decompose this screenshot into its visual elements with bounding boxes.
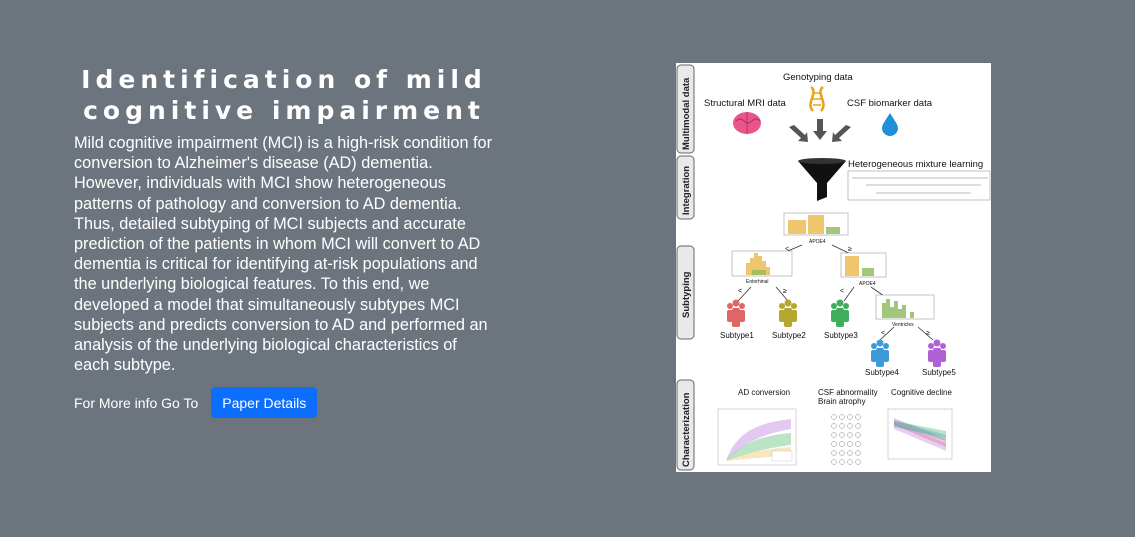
- funnel-icon: [798, 158, 846, 201]
- entorhinal-axis-label: Entorhinal: [746, 279, 769, 285]
- split-lt-2: <: [738, 288, 742, 295]
- overview-figure: Multimodal data Integration Subtyping Ch…: [676, 63, 991, 472]
- title-line-2: cognitive impairment: [83, 96, 485, 125]
- hml-label: Heterogeneous mixture learning: [848, 159, 983, 170]
- equation-box: [847, 170, 991, 201]
- tab-subtyping: Subtyping: [681, 271, 692, 318]
- root-axis-label: APOE4: [809, 239, 826, 245]
- mri-label: Structural MRI data: [704, 98, 787, 109]
- csf-label: CSF biomarker data: [847, 98, 933, 109]
- subtype1-label: Subtype1: [720, 331, 754, 340]
- ad-conversion-label: AD conversion: [738, 388, 790, 397]
- page-title: Identification of mild cognitive impairm…: [74, 64, 494, 126]
- subtype3-people-icon: [831, 299, 849, 327]
- droplet-icon: [882, 113, 898, 136]
- dna-icon: [809, 86, 825, 112]
- brain-atrophy-label: Brain atrophy: [818, 397, 866, 406]
- cognitive-decline-plot: [887, 408, 953, 460]
- split-lt-4: <: [881, 330, 885, 337]
- csf-dot-matrix: [831, 414, 861, 465]
- tab-characterization: Characterization: [681, 392, 692, 467]
- merge-arrows: [789, 119, 851, 142]
- section-tabs: Multimodal data Integration Subtyping Ch…: [676, 64, 695, 471]
- split-ge-1: ≥: [848, 246, 852, 253]
- subtype1-people-icon: [727, 299, 745, 327]
- ventricles-histogram: Ventricles: [875, 294, 935, 328]
- subtype3-label: Subtype3: [824, 331, 858, 340]
- hero-text: Identification of mild cognitive impairm…: [74, 64, 494, 419]
- more-info-label: For More info Go To: [74, 394, 199, 411]
- split-lt-1: <: [785, 246, 789, 253]
- apoe4-histogram: APOE4: [840, 252, 887, 287]
- root-histogram: APOE4: [783, 212, 849, 245]
- genotyping-label: Genotyping data: [783, 72, 853, 83]
- split-lt-3: <: [840, 288, 844, 295]
- split-ge-2: ≥: [783, 288, 787, 295]
- cognitive-decline-label: Cognitive decline: [891, 388, 952, 397]
- csf-abnormality-label: CSF abnormality: [818, 388, 878, 397]
- more-info-row: For More info Go To Paper Details: [74, 387, 494, 419]
- subtype2-label: Subtype2: [772, 331, 806, 340]
- ad-conversion-plot: [717, 408, 797, 466]
- apoe4-axis-label: APOE4: [859, 281, 876, 287]
- tab-multimodal: Multimodal data: [681, 77, 692, 150]
- title-line-1: Identification of mild: [81, 65, 487, 94]
- tab-integration: Integration: [681, 166, 692, 215]
- split-ge-4: ≥: [926, 330, 930, 337]
- subtype5-label: Subtype5: [922, 368, 956, 377]
- entorhinal-histogram: Entorhinal: [731, 250, 793, 285]
- brain-icon: [733, 112, 761, 134]
- ventricles-axis-label: Ventricles: [892, 322, 914, 328]
- subtype2-people-icon: [779, 299, 797, 327]
- subtype4-people-icon: [871, 339, 889, 367]
- paper-details-button[interactable]: Paper Details: [211, 387, 318, 419]
- decision-tree: APOE4 < ≥ Entorhinal APOE4 < ≥ <: [720, 212, 956, 377]
- subtype5-people-icon: [928, 339, 946, 367]
- subtype4-label: Subtype4: [865, 368, 899, 377]
- description: Mild cognitive impairment (MCI) is a hig…: [74, 134, 493, 375]
